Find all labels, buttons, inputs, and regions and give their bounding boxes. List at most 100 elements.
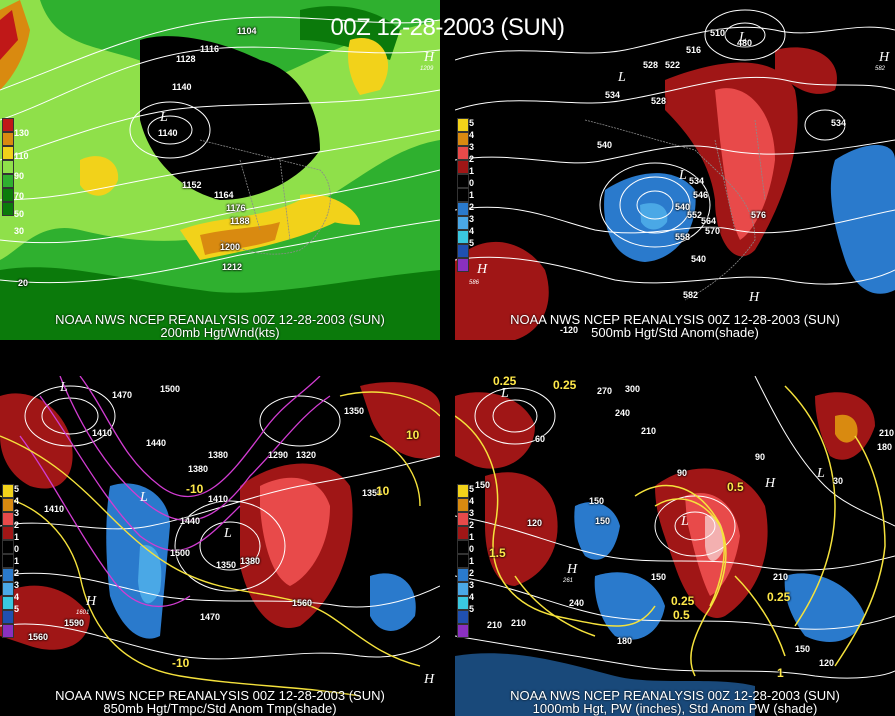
low-pressure-marker: L [679,168,687,183]
height-contour-label: 150 [589,496,605,506]
height-contour-label: 1176 [226,203,246,213]
legend-label: 3 [14,508,20,518]
height-contour-label: 528 [651,96,667,106]
height-contour-label: 120 [819,658,835,668]
height-contour-label: 1200 [220,242,241,252]
height-contour-label: 210 [641,426,657,436]
legend-label: 1 [14,556,20,566]
high-pressure-value: 582 [875,66,886,72]
pw-contour-label: 0.25 [671,594,695,608]
height-contour-label: 90 [677,468,688,478]
height-contour-label: 240 [615,408,631,418]
legend-label: 5 [469,604,475,614]
low-pressure-marker: L [501,386,509,401]
legend-label: 4 [469,496,475,506]
height-contour-label: 540 [675,202,691,212]
temperature-contour-label: -10 [186,482,204,496]
high-pressure-marker: H [765,476,776,491]
legend-label: 30 [14,226,25,236]
low-pressure-marker: L [681,514,689,529]
legend-label: 5 [469,484,475,494]
legend-label: 5 [469,238,475,248]
high-pressure-marker: H [567,562,578,577]
height-contour-label: 540 [691,254,707,264]
height-contour-label: 480 [737,38,753,48]
high-pressure-value: 261 [563,578,574,584]
height-contour-label: 528 [643,60,659,70]
height-contour-label: 180 [877,442,893,452]
wind-contour-label: 20 [18,278,29,288]
legend-label: 110 [14,151,29,161]
panel-field-caption: 500mb Hgt/Std Anom(shade) [591,325,759,340]
height-contour-label: 30 [833,476,844,486]
legend-label: 4 [469,592,475,602]
height-contour-label: 150 [595,516,611,526]
height-contour-label: 552 [687,210,703,220]
pw-anomaly-legend: 5 4 3 2 1 0 1 2 3 4 5 [457,484,474,638]
high-pressure-marker: H [424,50,435,65]
legend-label: 1 [469,166,475,176]
high-pressure-value: 1209 [420,66,434,72]
height-contour-label: 180 [617,636,633,646]
height-contour-label: 1410 [208,494,229,504]
height-contour-label: 1500 [170,548,191,558]
height-contour-label: 522 [665,60,681,70]
height-contour-label: 1128 [176,54,196,64]
height-contour-label: 1470 [112,390,133,400]
legend-label: 4 [469,226,475,236]
legend-label: 0 [469,544,475,554]
legend-label: 50 [14,209,25,219]
height-contour-label: 582 [683,290,699,300]
height-contour-label: 1152 [182,180,202,190]
pw-contour-label: 1.5 [489,546,506,560]
panel-1000mb: 5 4 3 2 1 0 1 2 3 4 5 0.25 0.25 270 300 … [455,376,895,716]
low-pressure-marker: L [618,70,626,85]
pw-contour-label: 0.25 [493,376,517,388]
legend-label: 3 [469,214,475,224]
height-contour-label: 1500 [160,384,181,394]
height-contour-label: 1410 [44,504,65,514]
low-pressure-marker: L [140,490,148,505]
height-contour-label: 570 [705,226,721,236]
map-title: 00Z 12-28-2003 (SUN) [330,14,565,41]
anomaly-legend: 5 4 3 2 1 0 1 2 3 4 5 [2,484,19,638]
legend-label: 3 [469,508,475,518]
height-contour-label: 1290 [268,450,289,460]
height-contour-label: 1188 [230,216,250,226]
height-contour-label: 210 [511,618,527,628]
legend-label: 90 [14,171,25,181]
high-pressure-marker: H [477,262,488,277]
panel-500mb: 5 4 3 2 1 0 1 2 3 4 5 510 516 528 522 53… [455,0,895,340]
legend-label: 1 [14,532,20,542]
height-contour-label: 300 [625,384,641,394]
pw-contour-label: 0.5 [727,480,744,494]
legend-label: 1 [469,190,475,200]
height-contour-label: 1212 [222,262,243,272]
panel-field-caption: 200mb Hgt/Wnd(kts) [160,325,280,340]
legend-label: 130 [14,128,30,138]
legend-label: 0 [469,178,475,188]
height-contour-label: 150 [475,480,491,490]
panel-source-caption: NOAA NWS NCEP REANALYSIS 00Z 12-28-2003 … [55,688,385,703]
height-contour-label: 1560 [28,632,49,642]
height-contour-label: 1140 [158,128,178,138]
height-contour-label: 546 [693,190,709,200]
legend-label: 4 [14,496,20,506]
height-contour-label: 1350 [362,488,383,498]
height-anomaly-map [455,9,895,340]
wind-speed-legend: 130 110 90 70 50 30 [2,118,29,236]
height-contour-label: 90 [755,452,766,462]
height-contour-label: 60 [535,434,546,444]
panel-200mb: 130 110 90 70 50 30 1104 1116 1128 1140 … [0,0,440,340]
height-contour-label: 1440 [146,438,167,448]
legend-label: 2 [469,154,475,164]
low-pressure-marker: L [160,110,168,125]
temperature-contour-label: -10 [172,656,190,670]
height-contour-label: 1320 [296,450,317,460]
low-pressure-marker: L [739,30,747,45]
pw-contour-label: 0.25 [553,378,577,392]
legend-label: 70 [14,191,25,201]
height-contour-label: 540 [597,140,613,150]
height-contour-label: 576 [751,210,767,220]
height-contour-label: 1440 [180,516,201,526]
